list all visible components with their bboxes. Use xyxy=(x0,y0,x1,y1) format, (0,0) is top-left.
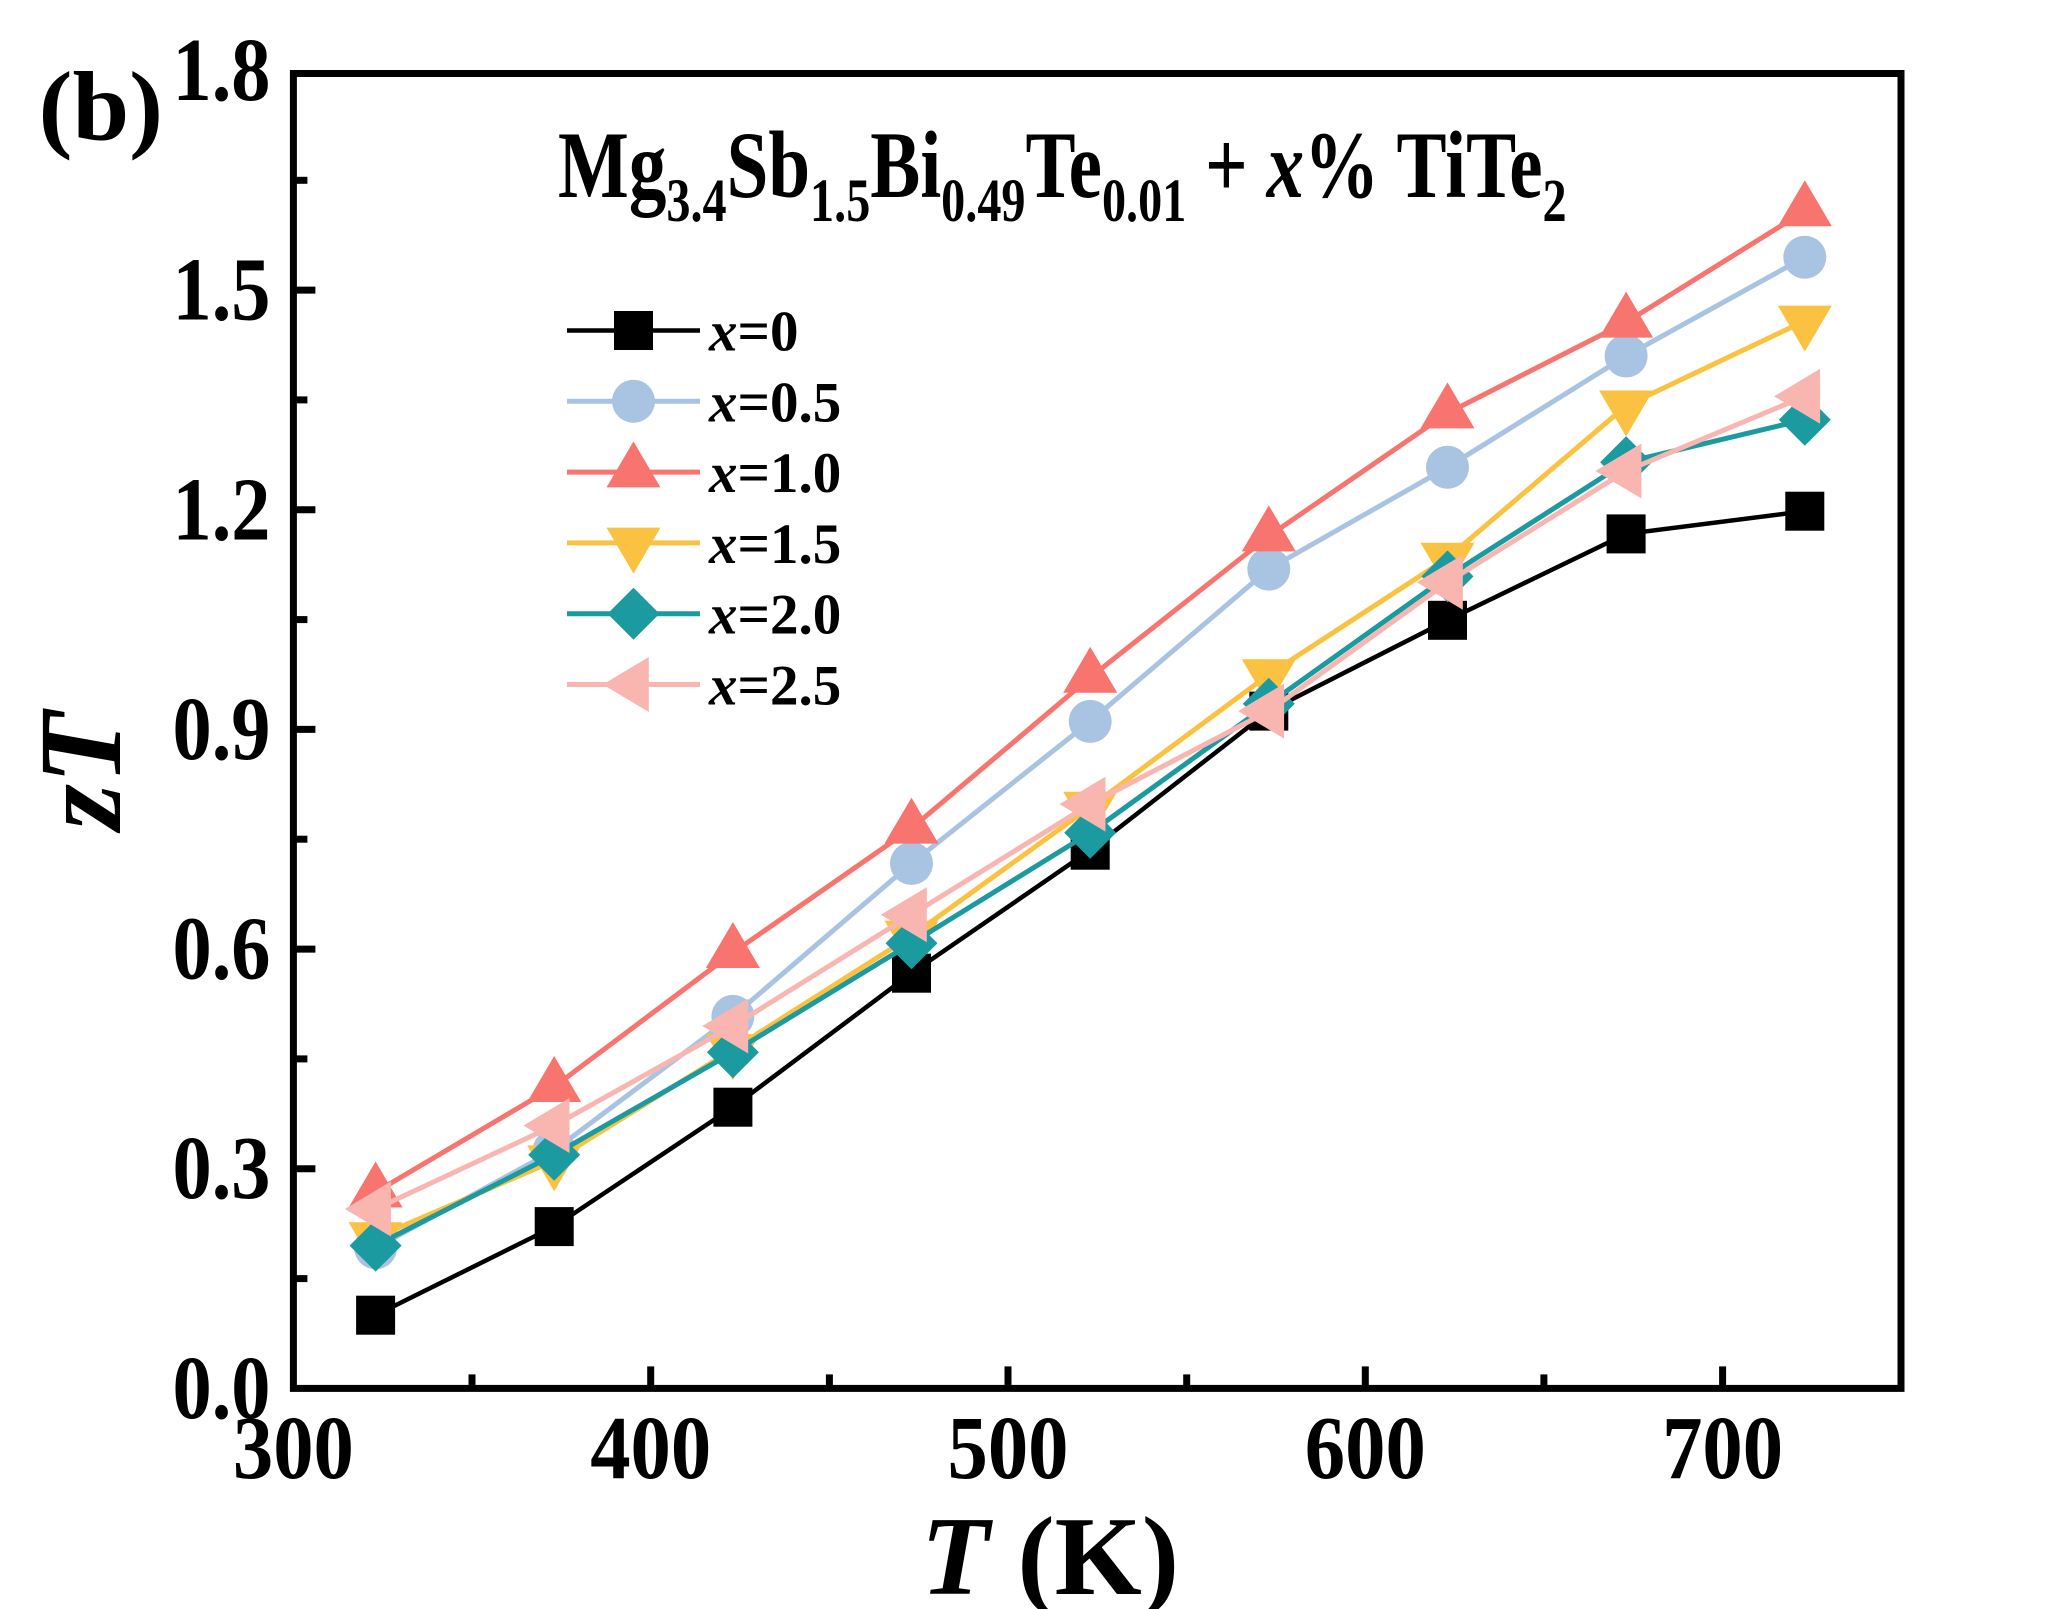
svg-text:1.5: 1.5 xyxy=(173,241,271,340)
svg-text:zT: zT xyxy=(15,708,146,834)
svg-text:x=2.0: x=2.0 xyxy=(708,584,841,647)
svg-text:x=0: x=0 xyxy=(708,301,798,364)
svg-text:1.8: 1.8 xyxy=(173,21,271,120)
svg-text:300: 300 xyxy=(233,1399,354,1498)
svg-text:600: 600 xyxy=(1305,1399,1426,1498)
svg-text:Mg3.4Sb1.5Bi0.49Te0.01 + x% Ti: Mg3.4Sb1.5Bi0.49Te0.01 + x% TiTe2 xyxy=(558,113,1567,235)
svg-text:1.2: 1.2 xyxy=(173,460,271,559)
svg-text:500: 500 xyxy=(948,1399,1069,1498)
svg-text:x=2.5: x=2.5 xyxy=(708,655,841,718)
svg-text:x=0.5: x=0.5 xyxy=(708,371,841,434)
svg-text:0.6: 0.6 xyxy=(173,900,271,999)
svg-text:x=1.5: x=1.5 xyxy=(708,513,841,576)
svg-text:x=1.0: x=1.0 xyxy=(708,442,841,505)
svg-text:700: 700 xyxy=(1662,1399,1783,1498)
svg-text:0.0: 0.0 xyxy=(173,1339,271,1438)
svg-text:0.9: 0.9 xyxy=(173,680,271,779)
svg-text:400: 400 xyxy=(590,1399,711,1498)
svg-text:(b): (b) xyxy=(39,51,164,161)
svg-text:0.3: 0.3 xyxy=(173,1119,271,1218)
svg-text:T (K): T (K) xyxy=(921,1495,1179,1609)
